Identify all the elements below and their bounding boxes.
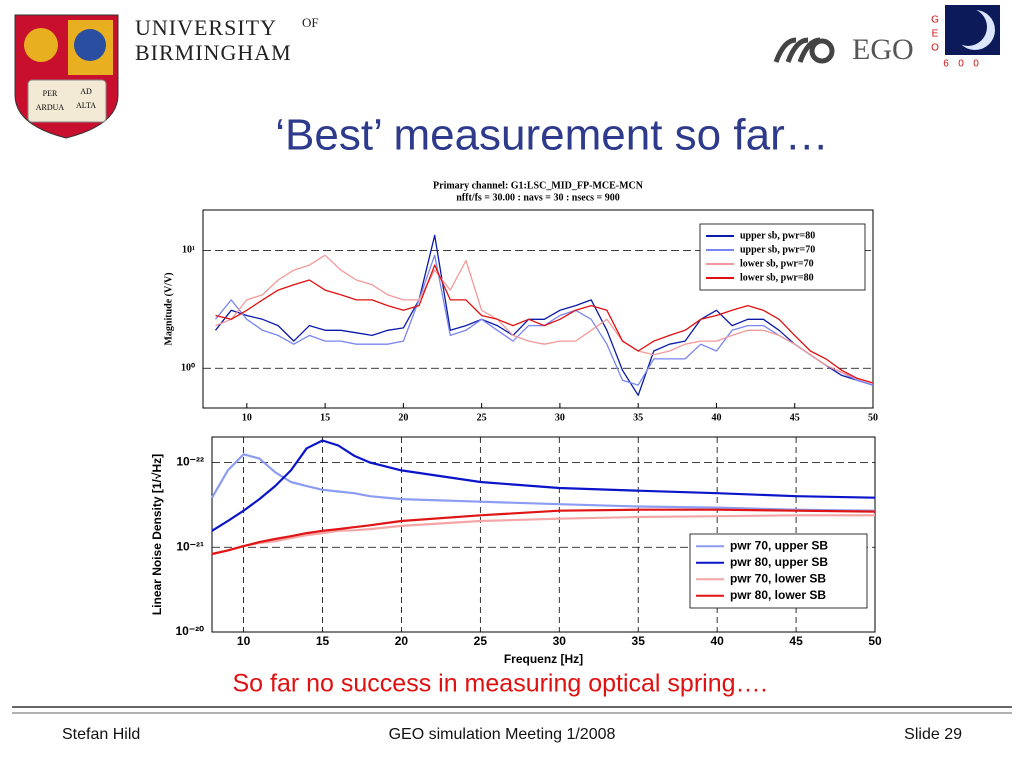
motto: ALTA — [76, 101, 96, 110]
x-tick-label: 45 — [790, 412, 800, 423]
caption: So far no success in measuring optical s… — [233, 670, 768, 698]
university-shield: PER AD ARDUA ALTA — [14, 14, 119, 139]
x-tick-label: 35 — [632, 634, 646, 648]
university-city: BIRMINGHAM — [135, 40, 292, 65]
x-tick-label: 20 — [398, 412, 408, 423]
ego-logo: EGO — [773, 33, 914, 66]
x-tick-label: 10 — [242, 412, 252, 423]
plot: 10¹ 10⁰ 10 15 20 25 30 35 40 45 50 upper sb, pwr=80… — [163, 180, 878, 423]
x-tick-label: 50 — [868, 412, 878, 423]
y-tick-label: 10⁻²⁰ — [176, 624, 205, 638]
y-tick-label: 10¹ — [182, 245, 195, 256]
series-line — [214, 234, 874, 396]
legend-label: lower sb, pwr=70 — [740, 258, 814, 269]
x-tick-label: 40 — [711, 412, 721, 423]
x-tick-label: 45 — [789, 634, 803, 648]
geo-letter: 0 — [958, 59, 964, 70]
motto: PER — [43, 89, 58, 98]
x-tick-label: 15 — [320, 412, 330, 423]
motto: ARDUA — [36, 103, 65, 112]
university-name: UNIVERSITY — [135, 15, 277, 40]
geo-letter: E — [932, 29, 939, 40]
chart-title: Primary channel: G1:LSC_MID_FP-MCE-MCN — [433, 180, 644, 191]
motto: AD — [80, 87, 92, 96]
geo-letter: O — [931, 43, 939, 54]
footer-author: Stefan Hild — [62, 726, 140, 743]
legend-label: pwr 70, lower SB — [730, 571, 826, 585]
series-line — [211, 508, 876, 556]
university-of: OF — [302, 15, 319, 30]
series-line — [211, 453, 876, 512]
x-tick-label: 25 — [477, 412, 487, 423]
legend-label: pwr 80, lower SB — [730, 588, 826, 602]
x-tick-label: 50 — [868, 634, 882, 648]
legend-label: upper sb, pwr=80 — [740, 230, 815, 241]
y-tick-label: 10⁻²² — [176, 455, 204, 469]
x-tick-label: 35 — [633, 412, 643, 423]
legend-label: pwr 80, upper SB — [730, 555, 828, 569]
legend-label: pwr 70, upper SB — [730, 538, 828, 552]
series-line — [215, 264, 874, 384]
x-tick-label: 40 — [710, 634, 724, 648]
y-tick-label: 10⁰ — [181, 363, 195, 374]
legend-label: upper sb, pwr=70 — [740, 244, 815, 255]
x-tick-label: 30 — [555, 412, 565, 423]
slide-title: ‘Best’ measurement so far… — [275, 111, 828, 160]
y-axis-label: Magnitude (V/V) — [163, 272, 174, 345]
ego-text: EGO — [852, 33, 914, 66]
geo-letter: 0 — [973, 59, 979, 70]
x-tick-label: 10 — [237, 634, 251, 648]
charts: 10¹ 10⁰ 10 15 20 25 30 35 40 45 50 upper sb, pwr=80… — [150, 180, 882, 666]
x-tick-label: 30 — [553, 634, 567, 648]
x-axis-label: Frequenz [Hz] — [504, 652, 583, 666]
footer-event: GEO simulation Meeting 1/2008 — [389, 726, 616, 743]
x-tick-label: 25 — [474, 634, 488, 648]
series-line — [215, 254, 874, 384]
x-tick-label: 15 — [316, 634, 330, 648]
y-axis-label: Linear Noise Density [1/√Hz] — [150, 454, 164, 615]
x-tick-label: 20 — [395, 634, 409, 648]
y-tick-label: 10⁻²¹ — [176, 539, 204, 553]
plot: 10⁻²² 10⁻²¹ 10⁻²⁰ 10 15 20 25 30 35 40 45 50 pwr 70,… — [150, 436, 882, 666]
footer-slide: Slide 29 — [904, 726, 962, 743]
legend-label: lower sb, pwr=80 — [740, 272, 814, 283]
geo-letter: G — [931, 15, 939, 26]
chart-subtitle: nfft/fs = 30.00 : navs = 30 : nsecs = 90… — [456, 192, 619, 203]
geo-logo: G E O 6 0 0 — [931, 5, 1000, 70]
series-line — [211, 439, 876, 532]
geo-letter: 6 — [943, 59, 949, 70]
